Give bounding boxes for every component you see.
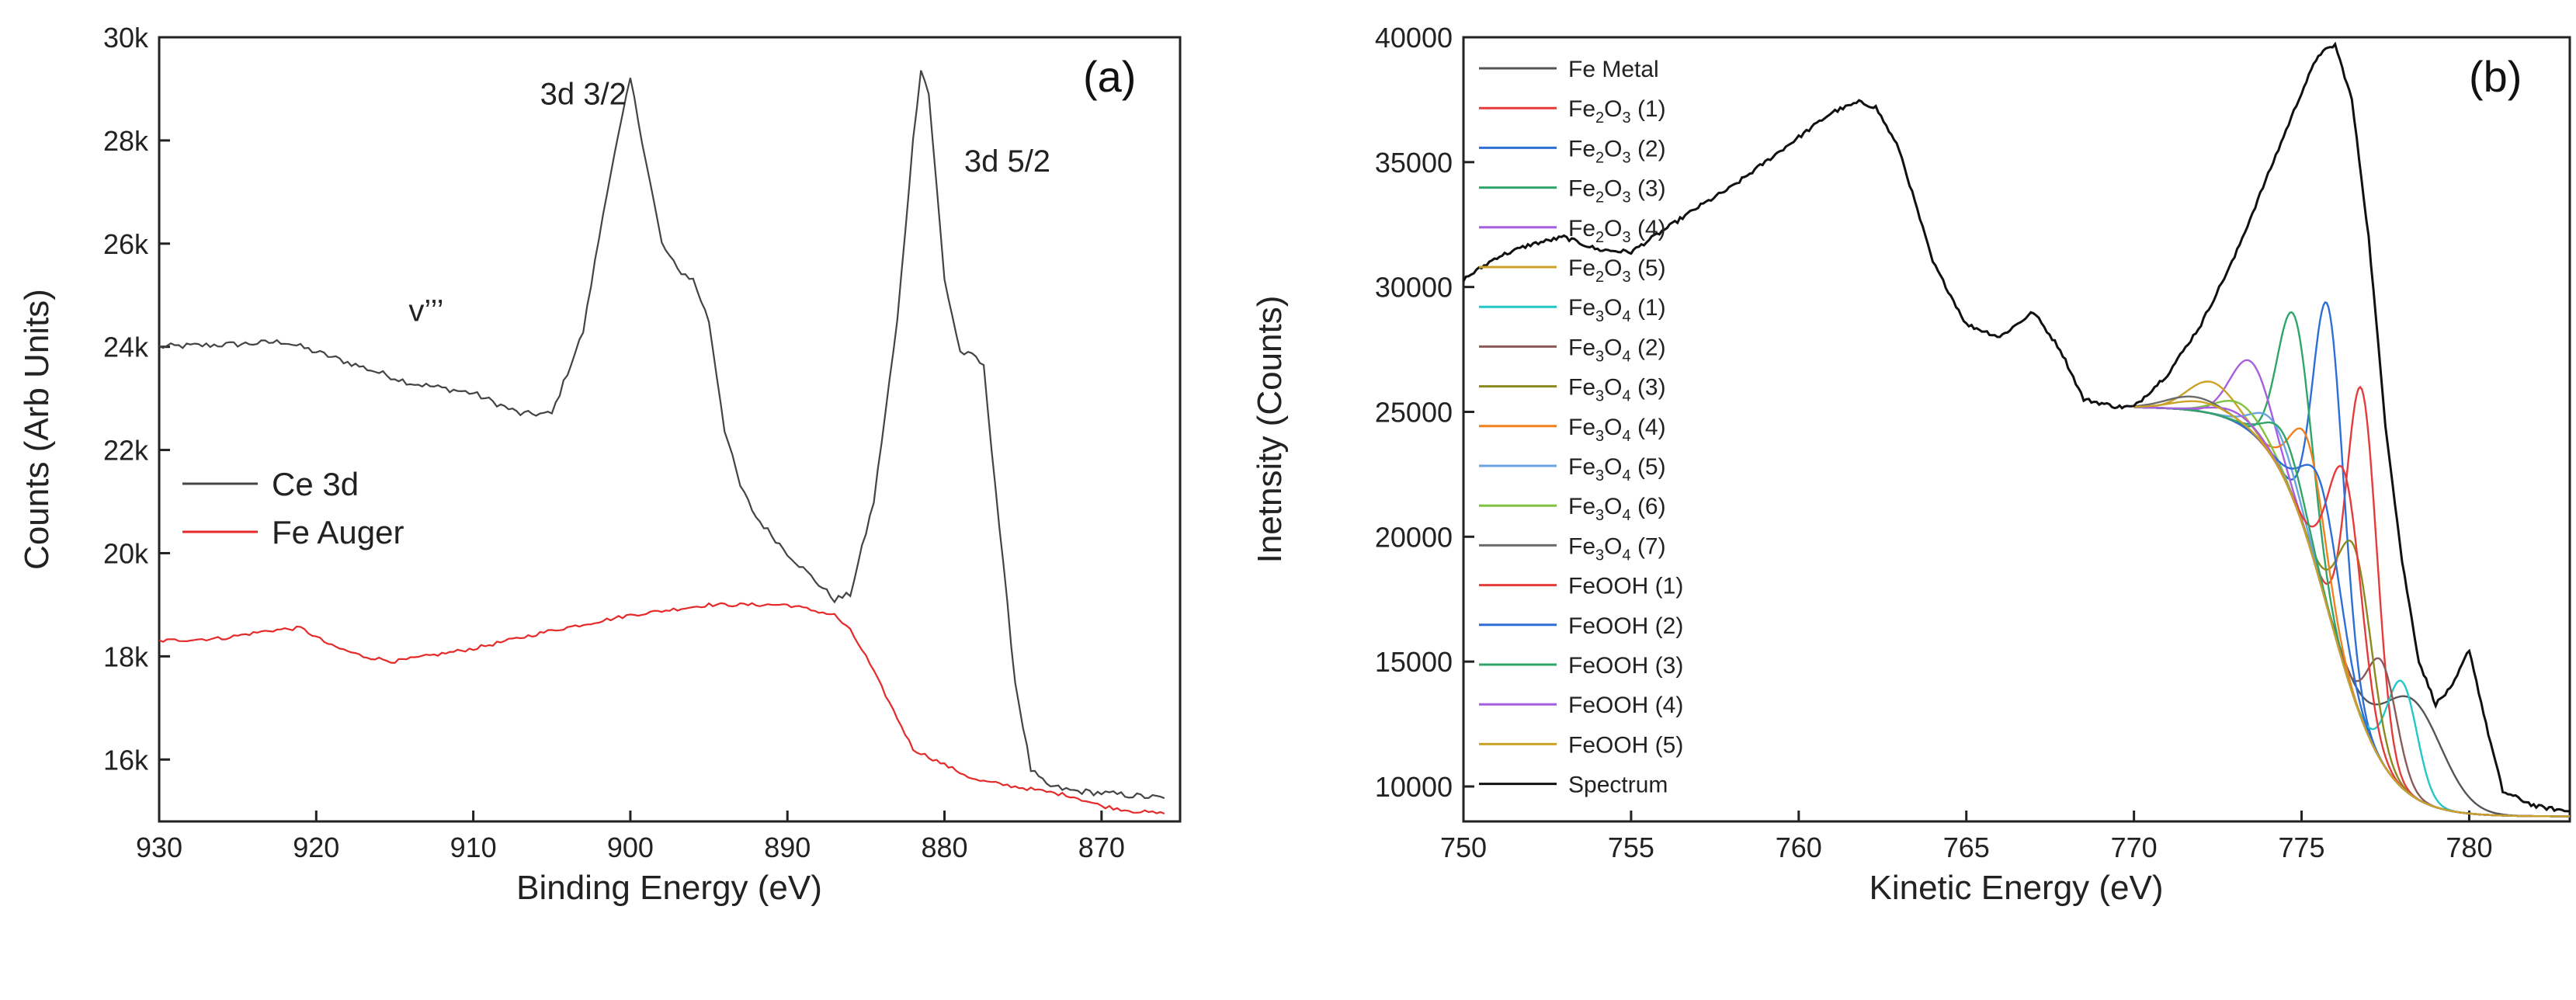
series-line-fe-o-1- [2133,406,2571,818]
y-tick-label: 25000 [1375,396,1453,428]
panel-b-legend: Fe Metal Fe2O3 (1) Fe2O3 (2) Fe2O3 (3) Fe2O3… [1479,57,1683,798]
peak-annotation: 3d 3/2 [540,77,627,111]
series-line-feooh-4- [2133,406,2571,818]
series-line-feooh-3- [2133,406,2571,818]
x-tick-label: 930 [136,832,182,863]
series-line-fe-o-4- [2133,406,2571,818]
y-tick-label: 18k [103,641,149,672]
legend-entry-label: Fe3O4 (6) [1568,494,1666,524]
series-line-ce-3d [158,70,1165,800]
legend-entry-label: Fe2O3 (3) [1568,176,1666,207]
y-tick-label: 10000 [1375,771,1453,803]
x-tick-label: 910 [450,832,497,863]
y-tick-label: 30000 [1375,272,1453,304]
legend-entry-label: Fe Auger [272,514,404,550]
x-tick-label: 770 [2111,832,2158,863]
y-tick-label: 28k [103,125,149,157]
x-tick-label: 890 [764,832,811,863]
y-tick-label: 35000 [1375,147,1453,179]
legend-entry-label: Fe2O3 (1) [1568,96,1666,127]
series-line-feooh-2- [2133,406,2571,818]
series-line-fe-o-3- [2133,406,2571,818]
legend-entry-label: Fe3O4 (3) [1568,375,1666,405]
x-tick-label: 900 [607,832,654,863]
series-line-fe-o-2- [2133,301,2571,818]
legend-entry-label: Fe3O4 (1) [1568,295,1666,325]
y-tick-label: 15000 [1375,646,1453,678]
y-tick-label: 20k [103,537,149,569]
x-tick-label: 760 [1776,832,1822,863]
panel-a-y-axis-label: Counts (Arb Units) [18,289,56,570]
x-tick-label: 755 [1608,832,1654,863]
panel-a-series [158,70,1165,815]
series-line-fe-o-2- [2133,406,2571,818]
y-tick-label: 16k [103,744,149,776]
panel-a-legend: Ce 3d Fe Auger [182,466,404,550]
legend-entry-label: FeOOH (4) [1568,693,1683,718]
legend-entry-label: Fe3O4 (2) [1568,335,1666,365]
x-tick-label: 780 [2446,832,2492,863]
legend-entry-label: FeOOH (3) [1568,653,1683,679]
legend-entry-label: FeOOH (1) [1568,574,1683,599]
x-tick-label: 880 [921,832,967,863]
legend-entry-label: FeOOH (2) [1568,613,1683,639]
panel-a-frame [158,36,1182,823]
peak-annotation: 3d 5/2 [964,144,1050,179]
panel-b-series [1462,41,2571,818]
series-line-fe-metal [2133,406,2571,818]
legend-entry-label: Fe2O3 (5) [1568,255,1666,286]
y-tick-label: 26k [103,228,149,260]
legend-entry-label: Fe3O4 (5) [1568,454,1666,484]
legend-entry-label: FeOOH (5) [1568,732,1683,758]
y-tick-label: 24k [103,332,149,363]
series-line-feooh-5- [2133,400,2571,818]
legend-entry-label: Ce 3d [272,466,359,502]
series-line-fe-auger [158,602,1165,815]
legend-entry-label: Fe2O3 (4) [1568,216,1666,246]
panel-b: 750 755 760 765 770 775 780 10000 15000 20000 2500… [1251,22,2571,907]
series-line-spectrum [1462,41,2571,813]
legend-entry-label: Fe2O3 (2) [1568,136,1666,166]
panel-a-annotations: 3d 3/2 3d 5/2 v’’’ [408,77,1050,328]
panel-a-x-axis-label: Binding Energy (eV) [516,869,822,907]
y-tick-label: 30k [103,22,149,54]
y-tick-label: 20000 [1375,521,1453,553]
series-line-feooh-1- [2133,406,2571,818]
legend-entry-label: Fe3O4 (4) [1568,415,1666,445]
x-tick-label: 775 [2279,832,2325,863]
panel-b-label: (b) [2469,52,2522,101]
panel-b-frame [1462,36,2571,823]
x-tick-label: 920 [293,832,339,863]
series-line-fe-o-5- [2133,406,2571,818]
legend-entry-label: Fe Metal [1568,57,1659,82]
peak-annotation: v’’’ [408,293,443,328]
legend-entry-label: Fe3O4 (7) [1568,533,1666,564]
panel-b-x-axis-label: Kinetic Energy (eV) [1869,869,2163,907]
y-tick-label: 22k [103,435,149,467]
x-tick-label: 870 [1078,832,1125,863]
x-tick-label: 750 [1440,832,1487,863]
panel-a-label: (a) [1083,52,1136,101]
y-tick-label: 40000 [1375,22,1453,54]
panel-a-ticks: 930 920 910 900 890 880 870 16k 18k 20k 22k 24k 26k 2… [103,22,1125,863]
panel-a: 930 920 910 900 890 880 870 16k 18k 20k 22k 24k 26k 2… [18,22,1182,907]
x-tick-label: 765 [1943,832,1990,863]
panel-b-ticks: 750 755 760 765 770 775 780 10000 15000 20000 2500… [1375,22,2493,863]
legend-entry-label: Spectrum [1568,773,1668,798]
panel-b-y-axis-label: Inetnsity (Counts) [1251,296,1289,564]
series-line-fe-o-3- [2133,311,2571,818]
